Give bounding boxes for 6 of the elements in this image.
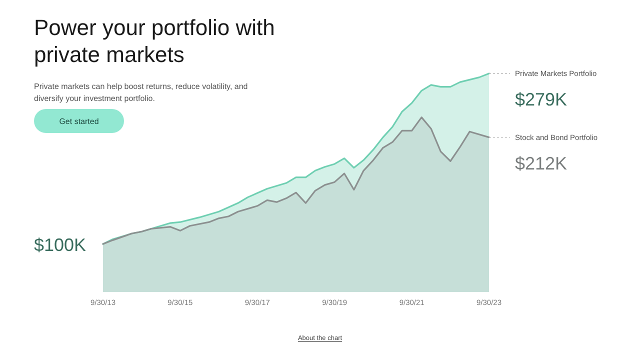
button: Get started bbox=[34, 109, 124, 133]
text: Private markets can help boost returns, reduce volatility, and diversify your investment portfolio. bbox=[34, 82, 248, 103]
data-label: $279K bbox=[515, 90, 568, 110]
data-label: $212K bbox=[515, 153, 568, 174]
chart-title: Power your portfolio with private markets bbox=[34, 15, 275, 67]
data-label: $100K bbox=[34, 235, 86, 255]
